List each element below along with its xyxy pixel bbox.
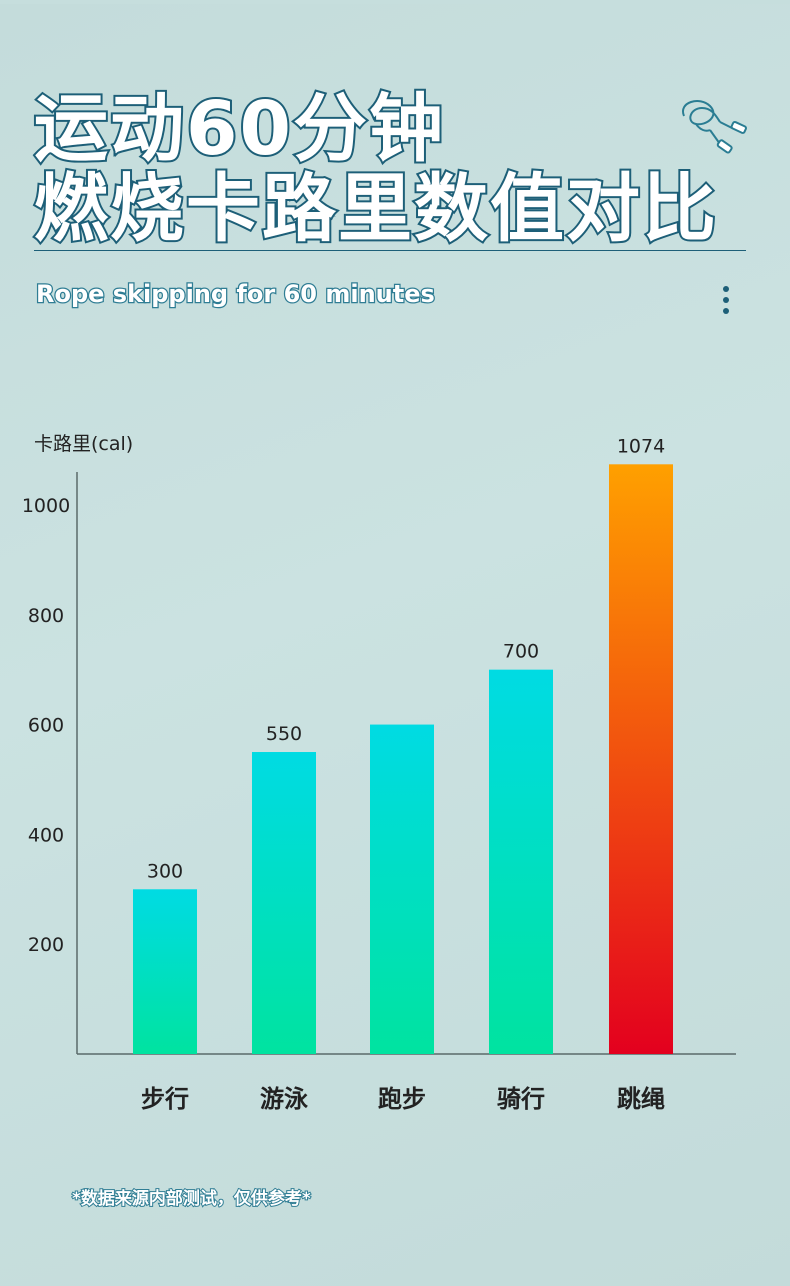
y-tick-label: 1000 — [22, 495, 70, 517]
bar-2 — [252, 752, 316, 1054]
x-tick-label: 游泳 — [260, 1085, 309, 1113]
title-divider — [34, 250, 746, 251]
jump-rope-icon — [682, 100, 747, 154]
title-line-1: 运动60分钟 — [32, 84, 445, 174]
data-label: 1074 — [617, 435, 665, 457]
y-tick-label: 600 — [28, 715, 64, 737]
x-tick-label: 跑步 — [378, 1085, 426, 1113]
x-tick-label: 步行 — [141, 1085, 189, 1113]
x-tick-label: 跳绳 — [617, 1085, 665, 1113]
bar-4 — [489, 669, 553, 1054]
x-tick-label: 骑行 — [497, 1085, 545, 1113]
subtitle: Rope skipping for 60 minutes — [35, 279, 436, 310]
data-label: 300 — [147, 860, 183, 882]
data-label: 550 — [266, 723, 302, 745]
data-label: 700 — [503, 641, 539, 663]
bar-5 — [609, 464, 673, 1054]
bar-3 — [370, 724, 434, 1054]
footnote: *数据来源内部测试，仅供参考* — [71, 1188, 312, 1210]
bar-1 — [133, 889, 197, 1054]
y-tick-label: 400 — [28, 824, 64, 846]
vertical-dots-icon — [721, 286, 731, 316]
y-tick-label: 200 — [28, 934, 64, 956]
title-line-2: 燃烧卡路里数值对比 — [32, 164, 718, 254]
y-tick-label: 800 — [28, 605, 64, 627]
y-axis-label: 卡路里(cal) — [34, 433, 133, 455]
